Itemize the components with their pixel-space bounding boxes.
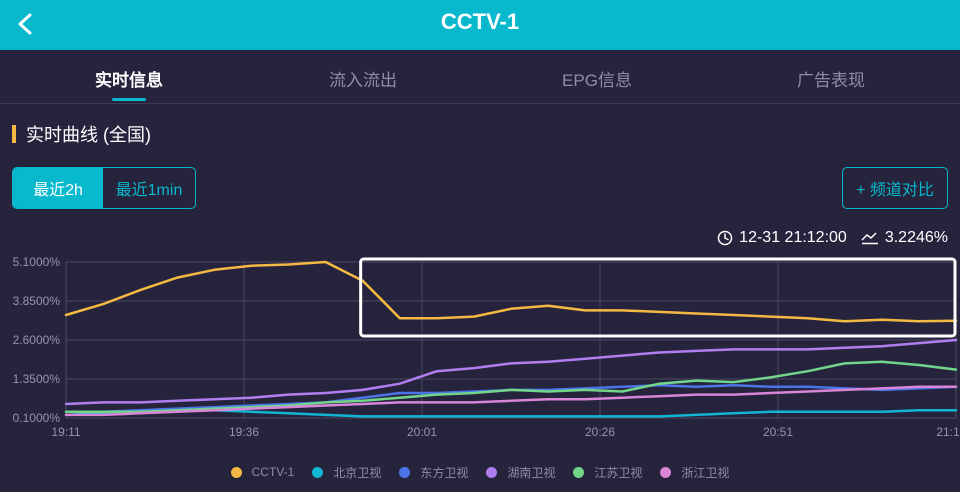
x-tick-label: 19:11 [51, 425, 80, 439]
legend-item[interactable]: 东方卫视 [399, 462, 468, 482]
legend-item[interactable]: 浙江卫视 [660, 462, 729, 482]
legend-label: 浙江卫视 [681, 465, 730, 480]
legend-item[interactable]: CCTV-1 [230, 462, 295, 482]
readout-value: 3.2246% [884, 229, 948, 246]
legend-item[interactable]: 江苏卫视 [573, 462, 642, 482]
range-toggle: 最近2h 最近1min [12, 167, 196, 209]
legend-label: 北京卫视 [333, 465, 382, 480]
legend-swatch [486, 466, 498, 478]
page-title: CCTV-1 [440, 9, 520, 34]
x-tick-label: 20:01 [407, 425, 437, 439]
x-tick-label: 20:51 [763, 425, 793, 439]
legend-item[interactable]: 湖南卫视 [486, 462, 555, 482]
clock-icon [717, 230, 733, 246]
legend-label: 江苏卫视 [594, 465, 643, 480]
x-tick-label: 19:36 [229, 425, 259, 439]
tab-realtime[interactable]: 实时信息 [95, 71, 163, 90]
ratings-line-chart[interactable]: 0.1000% 1.3500% 2.6000% 3.8500% 5.1000% 19:11… [0, 250, 960, 450]
x-tick-label: 20:26 [585, 425, 615, 439]
y-tick-label: 1.3500% [13, 372, 61, 386]
legend-swatch [660, 466, 672, 478]
y-tick-label: 3.8500% [13, 294, 61, 308]
readout-time: 12-31 21:12:00 [739, 229, 847, 246]
series-line [64, 260, 958, 323]
tab-ads[interactable]: 广告表现 [797, 71, 865, 90]
chevron-left-icon[interactable] [8, 6, 44, 42]
tab-bar: 实时信息 流入流出 EPG信息 广告表现 [0, 50, 960, 104]
legend-swatch [312, 466, 324, 478]
cursor-readout: 12-31 21:12:00 3.2246% [717, 227, 948, 249]
app-header: CCTV-1 [0, 0, 960, 50]
section-accent-bar [12, 125, 16, 143]
highlight-window [359, 257, 957, 338]
series-line [64, 360, 958, 414]
legend-swatch [399, 466, 411, 478]
y-tick-label: 2.6000% [13, 333, 61, 347]
active-tab-indicator [112, 98, 146, 101]
trend-icon [861, 232, 878, 245]
y-tick-label: 0.1000% [13, 411, 61, 425]
y-tick-label: 5.1000% [13, 255, 61, 269]
series-line [64, 385, 958, 417]
section-header: 实时曲线 (全国) [12, 122, 151, 146]
range-1min-button[interactable]: 最近1min [115, 182, 183, 199]
legend-swatch [230, 466, 242, 478]
legend-swatch [573, 466, 585, 478]
channel-compare-button[interactable]: + 频道对比 [842, 167, 948, 209]
tab-epg[interactable]: EPG信息 [562, 71, 632, 90]
legend-label: 东方卫视 [420, 465, 469, 480]
x-tick-label: 21:1 [936, 425, 960, 439]
tab-flow[interactable]: 流入流出 [329, 71, 397, 90]
legend-label: 湖南卫视 [507, 465, 556, 480]
legend-label: CCTV-1 [251, 465, 295, 479]
legend-item[interactable]: 北京卫视 [312, 462, 381, 482]
chart-legend: CCTV-1 北京卫视 东方卫视 湖南卫视 江苏卫视 浙江卫视 [0, 462, 960, 482]
range-2h-button[interactable]: 最近2h [13, 168, 103, 208]
section-title: 实时曲线 (全国) [26, 125, 151, 145]
series-line [64, 338, 958, 406]
